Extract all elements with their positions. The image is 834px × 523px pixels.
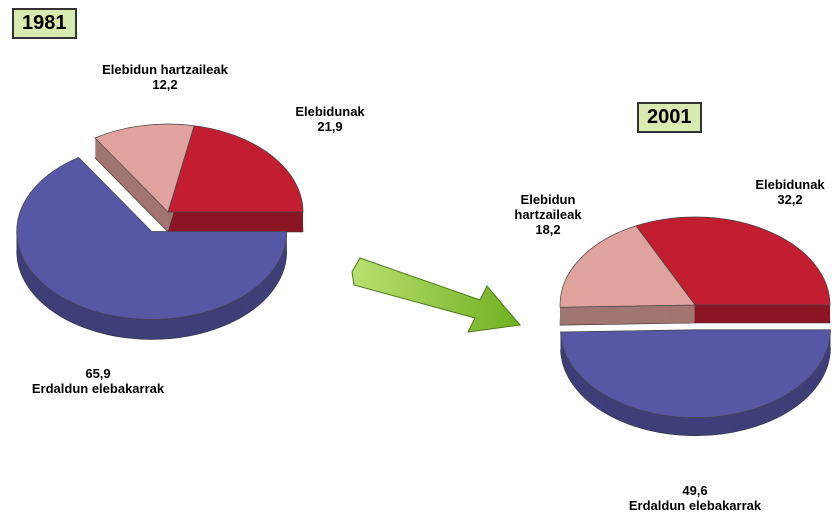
- slice: [16, 157, 288, 320]
- slice-label: Elebidunak 32,2: [735, 177, 834, 207]
- slice-label: Elebidunak 21,9: [270, 104, 390, 134]
- chart-title: 2001: [637, 102, 702, 133]
- category-label: Elebidun hartzaileak: [514, 192, 582, 222]
- slice: [560, 329, 831, 419]
- slice-label: 49,6 Erdaldun elebakarrak: [605, 483, 785, 513]
- value-label: 12,2: [152, 77, 178, 92]
- value-label: 21,9: [317, 119, 343, 134]
- value-label: 32,2: [777, 192, 803, 207]
- slice: [94, 123, 195, 213]
- category-label: Erdaldun elebakarrak: [628, 498, 762, 513]
- slice: [635, 216, 831, 306]
- value-label: 65,9: [85, 366, 111, 381]
- category-label: Elebidun hartzaileak: [102, 62, 228, 77]
- category-label: Erdaldun elebakarrak: [31, 381, 165, 396]
- chart-title: 1981: [12, 8, 77, 39]
- category-label: Elebidunak: [755, 177, 825, 192]
- slice-label: 65,9 Erdaldun elebakarrak: [8, 366, 188, 396]
- arrow: [351, 257, 521, 333]
- slice-label: Elebidun hartzaileak 18,2: [503, 192, 593, 237]
- value-label: 49,6: [682, 483, 708, 498]
- value-label: 18,2: [535, 222, 561, 237]
- category-label: Elebidunak: [295, 104, 365, 119]
- slice-label: Elebidun hartzaileak 12,2: [75, 62, 255, 92]
- slice: [167, 125, 304, 213]
- slice: [559, 225, 696, 308]
